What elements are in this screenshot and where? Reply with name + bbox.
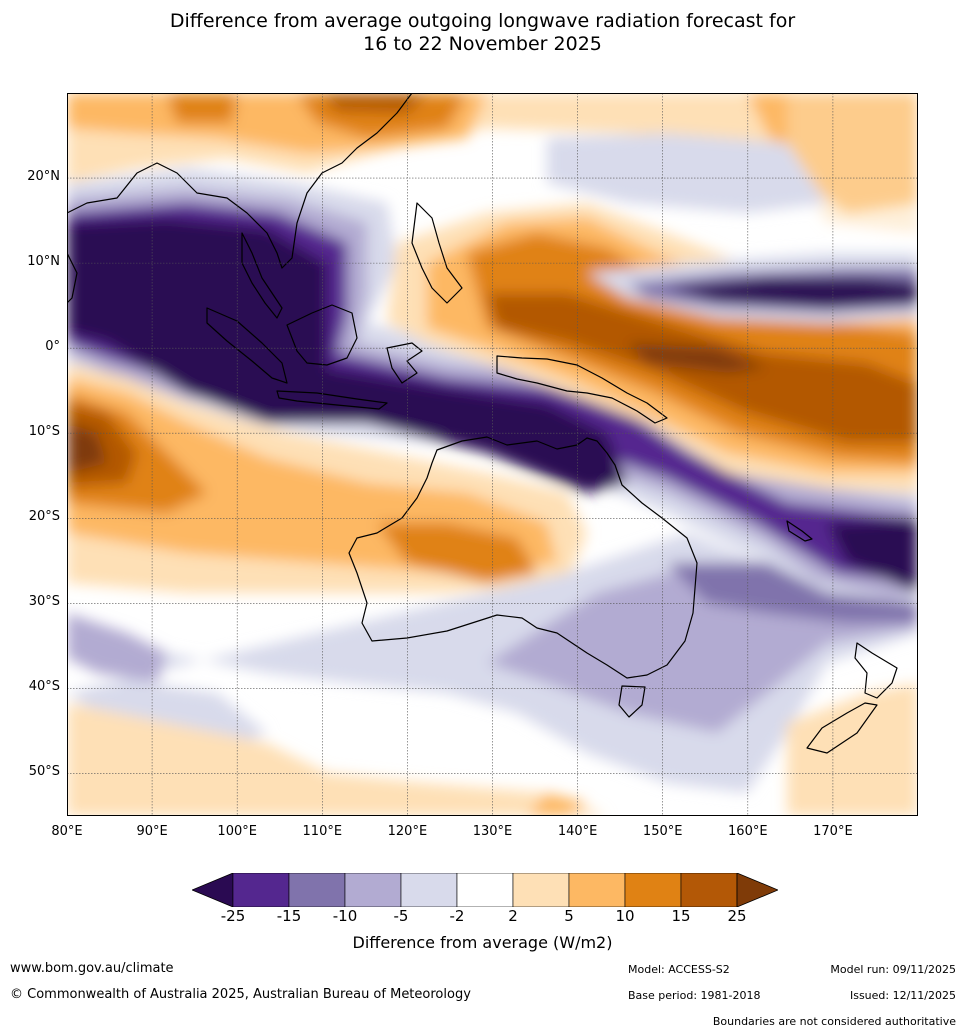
colorbar-segment: [400, 872, 458, 908]
longitude-tick-label: 90°E: [136, 824, 168, 839]
colorbar: [190, 872, 780, 908]
sulawesi-coastline: [386, 342, 423, 384]
colorbar-tick-label: 10: [615, 907, 635, 925]
longitude-tick-label: 100°E: [217, 824, 257, 839]
colorbar-tick-label: 25: [727, 907, 747, 925]
longitude-tick-label: 80°E: [51, 824, 83, 839]
colorbar-segment: [680, 872, 738, 908]
graticule: [67, 93, 918, 816]
new-guinea-coastline: [496, 355, 668, 424]
copyright-text: © Commonwealth of Australia 2025, Austra…: [10, 987, 471, 1002]
colorbar-segment: [456, 872, 514, 908]
colorbar-tick-label: -5: [393, 907, 409, 925]
latitude-tick-label: 30°S: [28, 594, 60, 610]
title-line-1: Difference from average outgoing longwav…: [169, 10, 796, 32]
colorbar-tick-label: 15: [671, 907, 691, 925]
colorbar-tick-label: 2: [508, 907, 518, 925]
colorbar-tick-label: -25: [220, 907, 246, 925]
colorbar-segment: [288, 872, 346, 908]
java-coastline: [276, 390, 388, 410]
longitude-tick-label: 150°E: [642, 824, 683, 839]
philippines-coastline: [411, 202, 463, 304]
asia-coastline: [67, 93, 413, 269]
colorbar-tick-label: -10: [332, 907, 358, 925]
latitude-tick-label: 20°N: [27, 169, 60, 185]
longitude-tick-label: 160°E: [728, 824, 768, 839]
boundaries-disclaimer: Boundaries are not considered authoritat…: [712, 1015, 956, 1028]
colorbar-tick-label: -15: [276, 907, 302, 925]
longitude-tick-label: 120°E: [387, 824, 428, 839]
map-title: Difference from average outgoing longwav…: [0, 10, 965, 56]
title-line-2: 16 to 22 November 2025: [363, 33, 602, 55]
model-run-date: Model run: 09/11/2025: [830, 963, 956, 976]
colorbar-max-extension: [736, 872, 780, 908]
colorbar-label: Difference from average (W/m2): [352, 933, 613, 952]
base-period: Base period: 1981-2018: [628, 989, 761, 1002]
sumatra-coastline: [206, 307, 288, 384]
new-caledonia-coastline: [786, 520, 813, 542]
colorbar-segment: [512, 872, 570, 908]
tasmania-coastline: [618, 685, 646, 718]
india-coastline: [67, 252, 78, 304]
longitude-tick-label: 130°E: [472, 824, 513, 839]
australia-coastline: [348, 436, 698, 679]
colorbar-segment: [624, 872, 682, 908]
colorbar-segment: [232, 872, 290, 908]
malay-peninsula-coastline: [241, 232, 283, 319]
issued-date: Issued: 12/11/2025: [849, 989, 956, 1002]
olr-anomaly-map: [67, 93, 918, 816]
colorbar-segment: [344, 872, 402, 908]
latitude-tick-label: 40°S: [28, 679, 60, 695]
new-zealand-north-coastline: [854, 642, 898, 699]
latitude-tick-label: 20°S: [28, 509, 60, 525]
latitude-tick-label: 10°N: [27, 254, 60, 270]
map-border: [67, 93, 918, 816]
colorbar-segment: [568, 872, 626, 908]
longitude-tick-label: 110°E: [302, 824, 343, 839]
website-link[interactable]: www.bom.gov.au/climate: [10, 961, 174, 976]
colorbar-min-extension: [190, 872, 234, 908]
colorbar-tick-label: 5: [564, 907, 574, 925]
longitude-tick-label: 140°E: [557, 824, 598, 839]
latitude-tick-label: 0°: [45, 339, 60, 355]
latitude-tick-label: 50°S: [28, 764, 60, 780]
latitude-tick-label: 10°S: [28, 424, 60, 440]
colorbar-tick-label: -2: [449, 907, 465, 925]
new-zealand-south-coastline: [806, 702, 878, 754]
model-name: Model: ACCESS-S2: [628, 963, 730, 976]
longitude-tick-label: 170°E: [813, 824, 853, 839]
